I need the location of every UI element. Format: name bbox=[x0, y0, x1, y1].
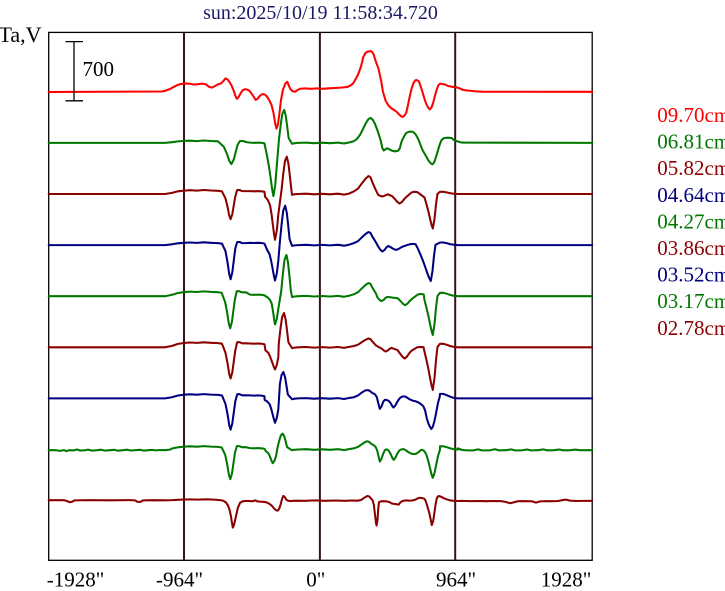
svg-text:1928": 1928" bbox=[541, 568, 592, 591]
svg-text:05.82cm: 05.82cm bbox=[657, 156, 725, 180]
svg-text:03.17cm: 03.17cm bbox=[657, 289, 725, 313]
svg-text:-1928": -1928" bbox=[47, 568, 105, 591]
svg-text:04.27cm: 04.27cm bbox=[657, 209, 725, 233]
svg-text:0": 0" bbox=[306, 568, 325, 591]
svg-text:sun:2025/10/19 11:58:34.720: sun:2025/10/19 11:58:34.720 bbox=[203, 2, 438, 24]
svg-text:02.78cm: 02.78cm bbox=[657, 316, 725, 340]
svg-text:700: 700 bbox=[83, 57, 115, 81]
svg-text:03.52cm: 03.52cm bbox=[657, 263, 725, 287]
svg-text:964": 964" bbox=[436, 568, 476, 591]
svg-text:03.86cm: 03.86cm bbox=[657, 236, 725, 260]
svg-text:04.64cm: 04.64cm bbox=[657, 183, 725, 207]
svg-text:06.81cm: 06.81cm bbox=[657, 130, 725, 154]
svg-text:09.70cm: 09.70cm bbox=[657, 103, 725, 127]
svg-text:Ta,V: Ta,V bbox=[0, 22, 42, 47]
svg-text:-964": -964" bbox=[156, 568, 203, 591]
